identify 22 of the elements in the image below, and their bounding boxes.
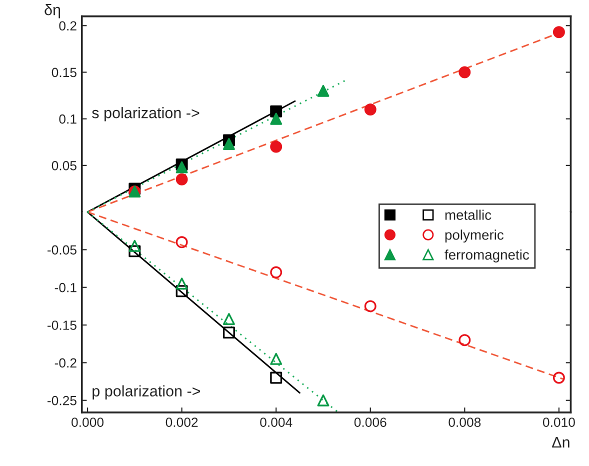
y-axis-title: δη: [44, 4, 60, 18]
y-tick-label: -0.15: [48, 320, 76, 330]
x-tick-label: 0.000: [72, 418, 104, 427]
legend-label: metallic: [445, 210, 492, 220]
y-tick-label: 0.15: [52, 68, 76, 78]
y-tick-label: -0.1: [54, 282, 76, 292]
x-tick-label: 0.006: [354, 418, 386, 427]
annotation: s polarization ->: [92, 107, 200, 122]
x-tick-label: 0.004: [260, 418, 292, 427]
y-tick-label: -0.05: [48, 245, 76, 255]
legend-label: ferromagnetic: [444, 249, 530, 262]
x-axis-title: Δn: [552, 437, 570, 448]
x-tick-label: 0.008: [448, 418, 481, 427]
y-tick-label: -0.2: [54, 358, 76, 368]
x-tick-label: 0.002: [166, 418, 198, 427]
x-tick-label: 0.010: [542, 418, 575, 427]
y-tick-label: 0.05: [52, 160, 76, 170]
legend-label: polymeric: [445, 230, 504, 243]
y-tick-label: 0.2: [59, 21, 76, 31]
y-tick-label: 0.1: [59, 114, 76, 124]
annotation: p polarization ->: [92, 385, 200, 400]
y-tick-label: -0.25: [48, 396, 76, 406]
